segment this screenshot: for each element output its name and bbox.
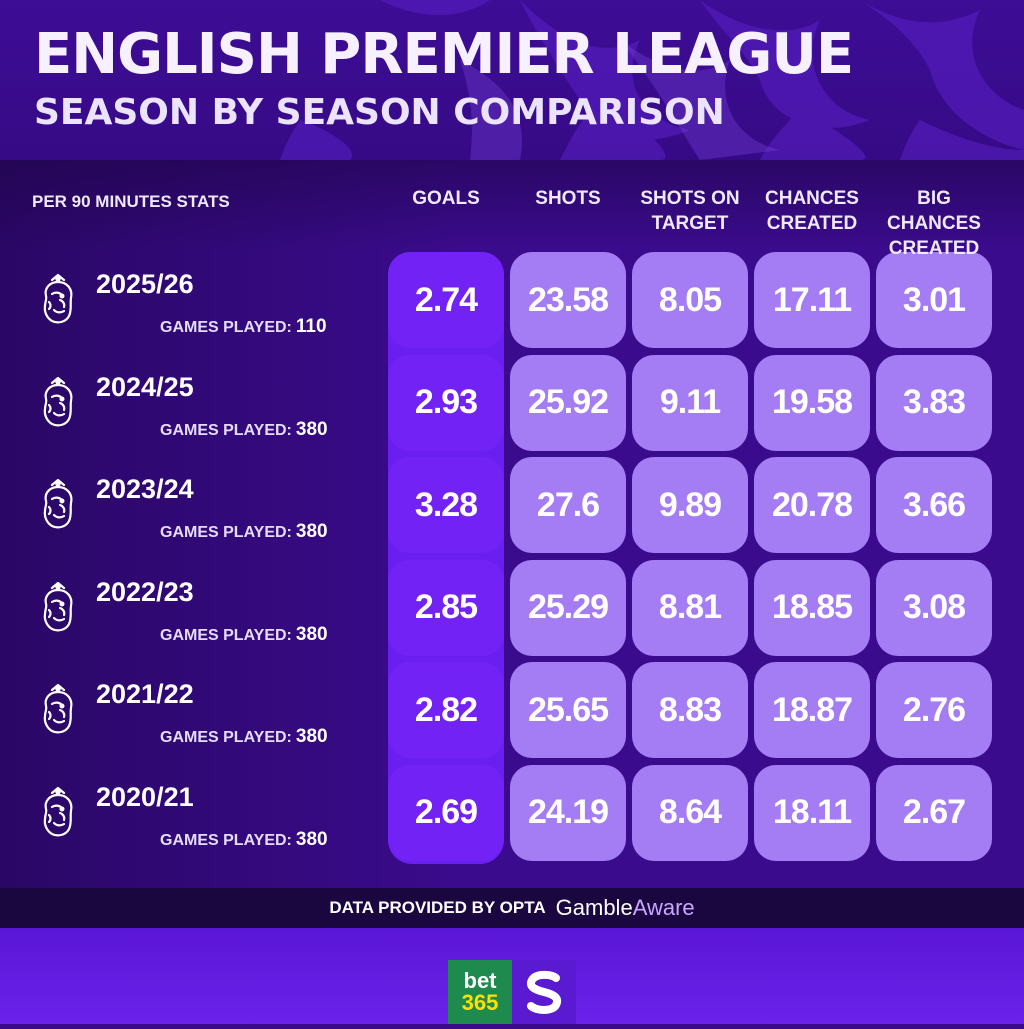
stat-cell-big-chances-created: 2.76 — [876, 662, 992, 758]
stat-cell-big-chances-created: 3.83 — [876, 354, 992, 451]
season-label: 2023/24 — [96, 474, 194, 504]
stat-cell-chances-created: 20.78 — [754, 457, 870, 553]
season-label: 2024/25 — [96, 371, 194, 402]
games-played: GAMES PLAYED: 380 — [160, 624, 328, 646]
col-header-shots: SHOTS — [535, 188, 601, 209]
season-label: 2020/21 — [96, 781, 194, 812]
goals-column-highlight — [388, 252, 504, 864]
games-played: GAMES PLAYED: 380 — [160, 829, 328, 851]
games-played: GAMES PLAYED: 380 — [160, 419, 328, 441]
bet365-line1: bet — [463, 968, 497, 993]
stat-cell-shots: 24.19 — [510, 764, 626, 861]
stat-cell-big-chances-created: 3.01 — [876, 252, 992, 348]
games-played-value: 380 — [295, 828, 328, 850]
stat-cell-shots: 23.58 — [510, 252, 626, 348]
premier-league-lion-icon — [38, 478, 78, 531]
header-pattern — [280, 0, 1024, 160]
premier-league-lion-icon — [38, 683, 78, 736]
premier-league-lion-icon — [38, 273, 78, 326]
stat-cell-big-chances-created: 3.08 — [876, 559, 992, 656]
stat-cell-goals: 2.85 — [388, 559, 504, 656]
stat-cell-goals: 3.28 — [388, 457, 504, 553]
stat-cell-shots: 25.29 — [510, 559, 626, 656]
source-bar: DATA PROVIDED BY OPTA GambleAware — [0, 888, 1024, 928]
stat-cell-goals: 2.82 — [388, 662, 504, 758]
gambleaware-gamble: Gamble — [555, 895, 633, 920]
premier-league-lion-icon — [38, 786, 78, 839]
games-played-label: GAMES PLAYED: — [160, 626, 292, 644]
stat-cell-goals: 2.69 — [388, 764, 504, 861]
col-header-chances-created: CHANCES CREATED — [765, 188, 859, 234]
games-played-value: 380 — [295, 726, 328, 747]
stats-label: PER 90 MINUTES STATS — [32, 192, 230, 211]
stat-cell-big-chances-created: 3.66 — [876, 457, 992, 553]
stat-cell-goals: 2.74 — [388, 252, 504, 348]
games-played-label: GAMES PLAYED: — [160, 319, 292, 336]
gambleaware-aware: Aware — [632, 895, 695, 920]
games-played-value: 110 — [295, 316, 327, 337]
premier-league-lion-icon — [38, 581, 78, 634]
col-header-goals: GOALS — [412, 188, 480, 209]
stat-cell-big-chances-created: 2.67 — [876, 764, 992, 861]
games-played: GAMES PLAYED: 110 — [160, 316, 327, 338]
stat-cell-shots-on-target: 8.05 — [632, 252, 748, 348]
bet365-line2: 365 — [461, 990, 499, 1015]
stat-cell-chances-created: 17.11 — [754, 252, 870, 348]
stat-cell-shots-on-target: 9.11 — [632, 354, 748, 451]
stat-cell-shots: 27.6 — [510, 457, 626, 553]
stat-cell-goals: 2.93 — [388, 354, 504, 451]
stat-cell-chances-created: 19.58 — [754, 354, 870, 451]
premier-league-lion-icon — [38, 376, 78, 429]
games-played-label: GAMES PLAYED: — [160, 831, 292, 849]
stat-cell-shots: 25.65 — [510, 662, 626, 758]
stat-cell-shots: 25.92 — [510, 354, 626, 451]
col-header-shots-on-target: SHOTS ON TARGET — [640, 188, 740, 234]
stat-cell-shots-on-target: 9.89 — [632, 457, 748, 553]
season-label: 2021/22 — [96, 679, 194, 709]
page-subtitle: SEASON BY SEASON COMPARISON — [34, 92, 725, 133]
games-played-value: 380 — [295, 521, 328, 542]
col-header-big-chances-created: BIG CHANCES CREATED — [887, 188, 981, 259]
games-played-value: 380 — [295, 623, 328, 645]
data-source: DATA PROVIDED BY OPTA — [329, 898, 546, 917]
games-played-value: 380 — [295, 418, 328, 440]
bet365-logo: bet 365 — [448, 960, 512, 1024]
stat-cell-chances-created: 18.11 — [754, 764, 870, 861]
s-brand-icon — [512, 960, 576, 1024]
stat-cell-chances-created: 18.87 — [754, 662, 870, 758]
season-label: 2022/23 — [96, 576, 194, 607]
games-played: GAMES PLAYED: 380 — [160, 726, 328, 748]
games-played: GAMES PLAYED: 380 — [160, 521, 328, 543]
gambleaware-logo: GambleAware — [556, 895, 695, 921]
page-title: ENGLISH PREMIER LEAGUE — [34, 22, 854, 87]
stat-cell-chances-created: 18.85 — [754, 559, 870, 656]
stat-cell-shots-on-target: 8.83 — [632, 662, 748, 758]
stat-cell-shots-on-target: 8.64 — [632, 764, 748, 861]
stat-cell-shots-on-target: 8.81 — [632, 559, 748, 656]
games-played-label: GAMES PLAYED: — [160, 524, 292, 541]
header-banner: ENGLISH PREMIER LEAGUE SEASON BY SEASON … — [0, 0, 1024, 160]
games-played-label: GAMES PLAYED: — [160, 729, 292, 746]
season-label: 2025/26 — [96, 269, 194, 299]
games-played-label: GAMES PLAYED: — [160, 421, 292, 439]
